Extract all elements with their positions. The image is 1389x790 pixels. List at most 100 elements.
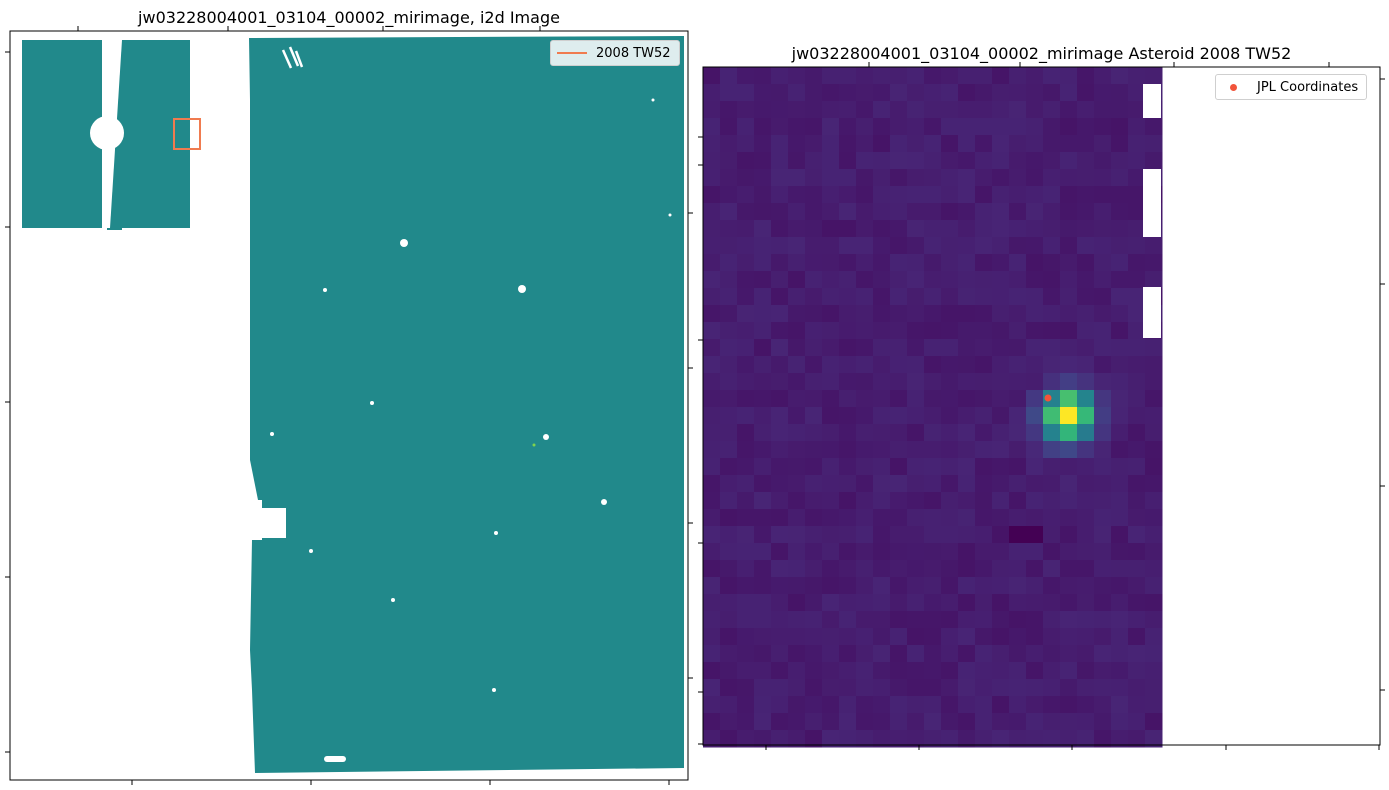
heatmap-cell xyxy=(873,67,891,85)
heatmap-cell xyxy=(958,679,976,697)
heatmap-cell xyxy=(924,645,942,663)
heatmap-cell xyxy=(1111,424,1129,442)
heatmap-cell xyxy=(1043,662,1061,680)
heatmap-cell xyxy=(941,220,959,238)
heatmap-cell xyxy=(941,407,959,425)
heatmap-cell xyxy=(890,543,908,561)
heatmap-cell xyxy=(890,458,908,476)
heatmap-cell xyxy=(890,322,908,340)
heatmap-cell xyxy=(737,407,755,425)
heatmap-cell xyxy=(1060,611,1078,629)
heatmap-cell xyxy=(1043,203,1061,221)
heatmap-cell xyxy=(975,628,993,646)
heatmap-cell xyxy=(890,577,908,595)
heatmap-cell xyxy=(822,254,840,272)
heatmap-cell xyxy=(805,730,823,748)
heatmap-cell xyxy=(1026,458,1044,476)
heatmap-cell xyxy=(771,696,789,714)
heatmap-cell xyxy=(1128,475,1146,493)
heatmap-cell xyxy=(1128,203,1146,221)
heatmap-cell xyxy=(1094,628,1112,646)
heatmap-cell xyxy=(754,390,772,408)
heatmap-cell xyxy=(1043,475,1061,493)
heatmap-cell xyxy=(907,101,925,119)
heatmap-cell xyxy=(907,203,925,221)
heatmap-cell xyxy=(805,441,823,459)
heatmap-cell xyxy=(907,305,925,323)
heatmap-cell xyxy=(1145,152,1163,170)
heatmap-cell xyxy=(703,611,721,629)
heatmap-cell xyxy=(975,526,993,544)
heatmap-cell xyxy=(924,492,942,510)
heatmap-cell xyxy=(805,543,823,561)
heatmap-cell xyxy=(1077,203,1095,221)
heatmap-cell xyxy=(924,305,942,323)
heatmap-cell xyxy=(958,203,976,221)
heatmap-cell xyxy=(975,730,993,748)
heatmap-cell xyxy=(788,526,806,544)
heatmap-cell xyxy=(720,713,738,731)
heatmap-cell xyxy=(754,305,772,323)
heatmap-cell xyxy=(873,152,891,170)
heatmap-cell xyxy=(788,322,806,340)
heatmap-cell xyxy=(1145,611,1163,629)
heatmap-cell xyxy=(1111,220,1129,238)
heatmap-cell xyxy=(975,152,993,170)
heatmap-cell xyxy=(737,356,755,374)
heatmap-cell xyxy=(1145,390,1163,408)
heatmap-cell xyxy=(720,220,738,238)
heatmap-cell xyxy=(1026,135,1044,153)
heatmap-cell xyxy=(975,118,993,136)
heatmap-cell xyxy=(907,220,925,238)
heatmap-cell xyxy=(1145,237,1163,255)
heatmap-cell xyxy=(873,356,891,374)
heatmap-cell xyxy=(771,203,789,221)
heatmap-cell xyxy=(720,526,738,544)
heatmap-cell xyxy=(771,577,789,595)
heatmap-cell xyxy=(1043,322,1061,340)
heatmap-cell xyxy=(941,322,959,340)
heatmap-cell xyxy=(1026,543,1044,561)
heatmap-cell xyxy=(958,662,976,680)
heatmap-cell xyxy=(805,662,823,680)
heatmap-cell xyxy=(1043,101,1061,119)
heatmap-cell xyxy=(788,254,806,272)
heatmap-cell xyxy=(907,628,925,646)
heatmap-cell xyxy=(873,237,891,255)
heatmap-cell xyxy=(941,560,959,578)
heatmap-cell xyxy=(907,84,925,102)
heatmap-cell xyxy=(1026,713,1044,731)
heatmap-cell xyxy=(737,560,755,578)
heatmap-cell xyxy=(992,730,1010,748)
heatmap-cell xyxy=(805,645,823,663)
heatmap-cell xyxy=(805,628,823,646)
heatmap-cell xyxy=(720,509,738,527)
heatmap-cell xyxy=(873,203,891,221)
heatmap-cell xyxy=(1111,628,1129,646)
heatmap-cell xyxy=(839,322,857,340)
heatmap-cell xyxy=(1060,577,1078,595)
heatmap-cell xyxy=(856,152,874,170)
heatmap-cell xyxy=(975,254,993,272)
heatmap-cell xyxy=(1009,135,1027,153)
heatmap-cell xyxy=(1111,492,1129,510)
heatmap-cell xyxy=(1009,373,1027,391)
heatmap-cell xyxy=(992,390,1010,408)
heatmap-cell xyxy=(958,271,976,289)
heatmap-cell xyxy=(907,373,925,391)
heatmap-cell xyxy=(839,492,857,510)
heatmap-cell xyxy=(975,424,993,442)
heatmap-cell xyxy=(788,560,806,578)
heatmap-cell xyxy=(992,118,1010,136)
heatmap-cell xyxy=(1077,594,1095,612)
heatmap-cell xyxy=(771,645,789,663)
heatmap-cell xyxy=(873,713,891,731)
heatmap-cell xyxy=(771,271,789,289)
heatmap-cell xyxy=(1026,220,1044,238)
heatmap-cell xyxy=(1145,509,1163,527)
heatmap-cell xyxy=(788,475,806,493)
heatmap-cell xyxy=(720,101,738,119)
heatmap-cell xyxy=(703,186,721,204)
heatmap-cell xyxy=(941,373,959,391)
heatmap-cell xyxy=(1043,288,1061,306)
